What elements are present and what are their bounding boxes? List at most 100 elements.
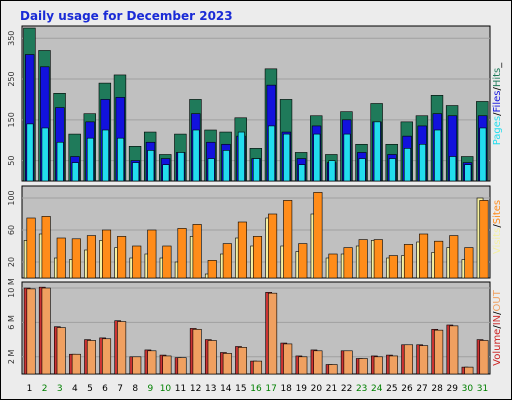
legend-part: / (492, 87, 503, 91)
day-label: 20 (311, 384, 323, 394)
bar-kbytes-out (388, 355, 398, 375)
day-label: 1 (27, 384, 33, 394)
y-tick-label-usage: 250 (7, 71, 16, 86)
bar-pages (358, 158, 366, 182)
bar-kbytes-out (26, 288, 36, 375)
legend-part: Pages (492, 116, 503, 145)
bar-sites (117, 236, 127, 279)
bar-sites (464, 247, 474, 279)
bar-sites (373, 239, 383, 279)
bar-kbytes-out (162, 355, 172, 375)
bar-sites (237, 221, 247, 279)
day-label: 14 (220, 384, 232, 394)
y-tick-label-visitors: 100 (7, 190, 16, 205)
bar-sites (449, 235, 459, 279)
bar-pages (41, 127, 49, 182)
day-label: 25 (386, 384, 397, 394)
bar-kbytes-out (237, 347, 247, 375)
bar-pages (222, 150, 230, 182)
bar-kbytes-out (192, 328, 202, 375)
bar-pages (313, 133, 321, 182)
bar-pages (268, 125, 276, 182)
bar-sites (147, 229, 157, 279)
day-label: 9 (147, 384, 153, 394)
bar-pages (162, 164, 170, 182)
bar-pages (252, 158, 260, 182)
bar-pages (328, 160, 336, 182)
bar-pages (388, 158, 396, 182)
bar-sites (132, 245, 142, 279)
bar-kbytes-out (298, 356, 308, 375)
bar-kbytes-out (434, 329, 444, 375)
y-tick-label-usage: 350 (7, 31, 16, 46)
bar-kbytes-out (252, 360, 263, 375)
day-label: 30 (462, 384, 474, 394)
bar-sites (71, 238, 81, 279)
bar-kbytes-out (313, 350, 323, 375)
bar-pages (26, 123, 34, 182)
bar-sites (419, 233, 429, 279)
bar-sites (102, 229, 112, 279)
legend-part: _ (492, 62, 503, 69)
legend-part: Files (492, 91, 503, 113)
bar-kbytes-out (222, 353, 232, 375)
day-label: 21 (326, 384, 337, 394)
bar-sites (192, 224, 202, 279)
bar-pages (343, 133, 351, 182)
bar-pages (283, 133, 291, 182)
legend-part: / (492, 112, 503, 116)
bar-sites (434, 240, 444, 279)
bar-kbytes-out (71, 353, 81, 375)
bar-pages (403, 148, 411, 182)
bar-pages (464, 164, 472, 182)
bar-kbytes-out (358, 358, 368, 375)
bar-kbytes-out (403, 344, 413, 375)
day-label: 2 (42, 384, 48, 394)
day-label: 12 (190, 384, 201, 394)
bar-pages (434, 129, 442, 182)
bar-pages (102, 129, 109, 182)
chart-marks: 50150250350Pages/Files/Hits_2060100Visit… (7, 25, 503, 394)
day-label: 18 (280, 384, 292, 394)
day-label: 16 (250, 384, 262, 394)
day-label: 3 (57, 384, 63, 394)
legend-part: Volume (492, 329, 503, 366)
bar-pages (86, 137, 94, 182)
bar-pages (419, 143, 426, 182)
y-tick-label-volume: 2 M (7, 349, 16, 364)
bar-pages (237, 131, 245, 182)
y-tick-label-visitors: 60 (7, 225, 16, 235)
day-label: 5 (87, 384, 93, 394)
bar-sites (26, 217, 36, 279)
bar-kbytes-out (147, 350, 157, 375)
day-label: 23 (356, 384, 367, 394)
bar-sites (56, 237, 66, 279)
day-label: 17 (265, 384, 276, 394)
chart-title: Daily usage for December 2023 (20, 9, 233, 23)
bar-kbytes-out (479, 340, 489, 375)
bar-kbytes-out (207, 340, 217, 375)
legend-part: / (492, 325, 503, 329)
bar-kbytes-out (177, 357, 187, 375)
y-tick-label-volume: 10 M (7, 278, 16, 298)
day-label: 31 (477, 384, 488, 394)
bar-sites (41, 216, 51, 279)
y-tick-label-usage: 50 (7, 156, 16, 166)
bar-sites (313, 192, 323, 279)
bar-kbytes-out (56, 327, 66, 375)
y-tick-label-volume: 6 M (7, 315, 16, 330)
bar-pages (132, 162, 140, 182)
bar-pages (192, 129, 200, 182)
bar-pages (207, 158, 215, 182)
bar-sites (283, 200, 293, 279)
bar-sites (252, 236, 263, 279)
legend-part: Sites (492, 200, 503, 224)
day-label: 29 (447, 384, 459, 394)
bar-kbytes-out (283, 343, 293, 375)
bar-pages (373, 121, 381, 182)
day-label: 4 (72, 384, 78, 394)
day-label: 22 (341, 384, 352, 394)
bar-sites (358, 239, 368, 279)
bar-pages (71, 162, 79, 182)
